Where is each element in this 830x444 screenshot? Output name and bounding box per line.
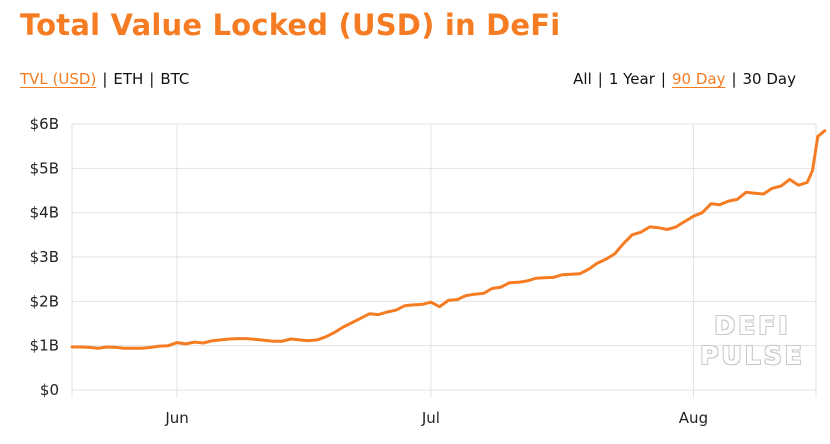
tab-eth[interactable]: ETH (113, 70, 144, 88)
tab-separator: | (660, 70, 666, 88)
chart-grid (71, 123, 817, 398)
tab-90-day[interactable]: 90 Day (671, 70, 726, 88)
metric-tabs: TVL (USD) | ETH | BTC (20, 70, 189, 88)
page-title: Total Value Locked (USD) in DeFi (20, 8, 561, 42)
watermark-line-1: DEFI (714, 311, 791, 340)
x-tick-label: Jun (164, 409, 188, 427)
y-tick-label: $5B (30, 159, 59, 177)
tab-separator: | (102, 70, 108, 88)
x-tick-label: Jul (421, 409, 440, 427)
defi-pulse-watermark: DEFI PULSE (700, 311, 805, 371)
tab-btc[interactable]: BTC (160, 70, 190, 88)
tab-separator: | (149, 70, 155, 88)
watermark-line-2: PULSE (700, 341, 805, 370)
tab-1-year[interactable]: 1 Year (608, 70, 655, 88)
tab-separator: | (731, 70, 737, 88)
tvl-series-line (70, 129, 827, 350)
tab-30-day[interactable]: 30 Day (742, 70, 796, 88)
tab-all[interactable]: All (573, 70, 592, 88)
tab-separator: | (597, 70, 603, 88)
y-axis: $0 $1B $2B $3B $4B $5B $6B (30, 115, 59, 399)
x-tick-label: Aug (679, 409, 708, 427)
y-tick-label: $3B (30, 248, 59, 266)
tab-tvl-usd[interactable]: TVL (USD) (20, 70, 97, 88)
y-tick-label: $4B (30, 204, 59, 222)
y-tick-label: $0 (40, 381, 59, 399)
range-tabs: All | 1 Year | 90 Day | 30 Day (573, 70, 796, 88)
y-tick-label: $6B (30, 115, 59, 133)
y-tick-label: $1B (30, 337, 59, 355)
x-axis: Jun Jul Aug (164, 409, 708, 427)
chart-series (70, 129, 827, 350)
y-tick-label: $2B (30, 292, 59, 310)
